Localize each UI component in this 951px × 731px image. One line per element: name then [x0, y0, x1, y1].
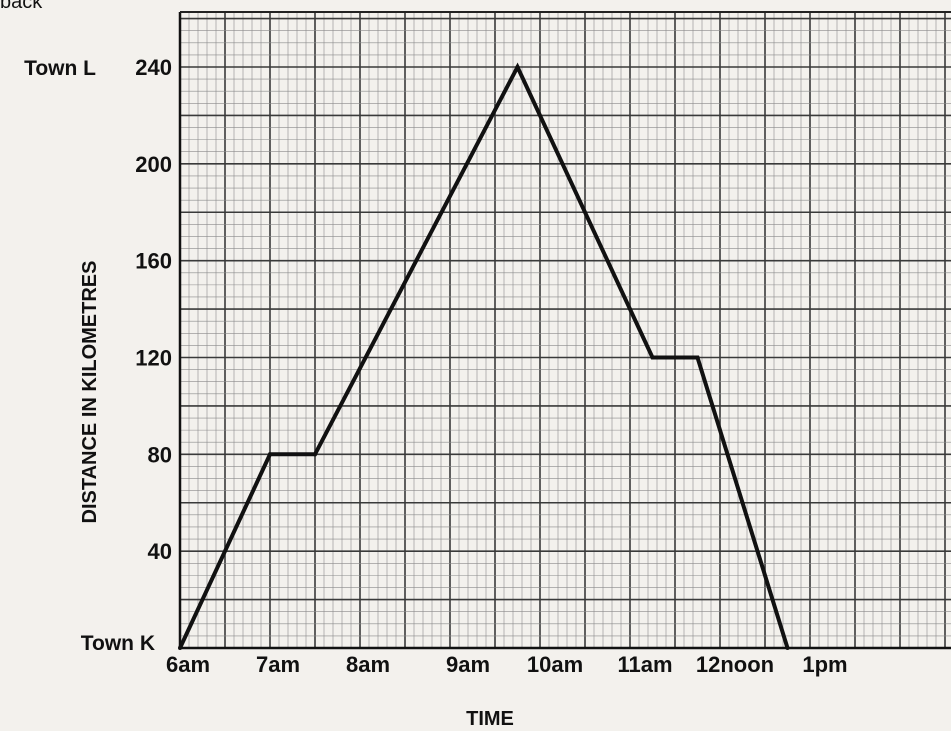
journey-point	[650, 355, 655, 360]
y-tick-label: 160	[135, 249, 172, 274]
y-tick-label: 120	[135, 346, 172, 371]
x-tick-label: 9am	[446, 652, 490, 677]
x-tick-label: 11am	[617, 652, 672, 677]
x-tick-label: 12noon	[696, 652, 774, 677]
journey-point	[268, 452, 272, 457]
y-tick-label: 200	[135, 152, 172, 177]
y-tick-label: 80	[148, 442, 172, 467]
axes	[178, 11, 951, 650]
town-label: Town L	[24, 57, 96, 80]
x-tick-label: 7am	[256, 652, 300, 677]
y-tick-label: 240	[135, 55, 172, 80]
graph-paper-grid	[179, 12, 951, 649]
journey-point	[515, 65, 520, 69]
journey-point	[785, 646, 790, 650]
cropped-top-text: back	[0, 0, 43, 13]
x-axis-title: TIME	[466, 708, 514, 730]
series-layer	[178, 62, 790, 650]
journey-point	[695, 355, 700, 360]
town-label: Town K	[81, 632, 155, 655]
journey-point	[178, 646, 182, 650]
y-tick-label: 40	[148, 539, 172, 564]
labels: 6am 7am 8am 9am 10am 11am 12noon 1pm 40 80 120 160 2…	[24, 55, 848, 730]
journey-point	[313, 452, 317, 457]
x-tick-label: 8am	[346, 652, 390, 677]
x-tick-label: 10am	[527, 652, 583, 677]
y-axis-title: DISTANCE IN KILOMETRES	[79, 261, 101, 524]
x-tick-label: 6am	[166, 652, 210, 677]
x-tick-label: 1pm	[802, 652, 847, 677]
